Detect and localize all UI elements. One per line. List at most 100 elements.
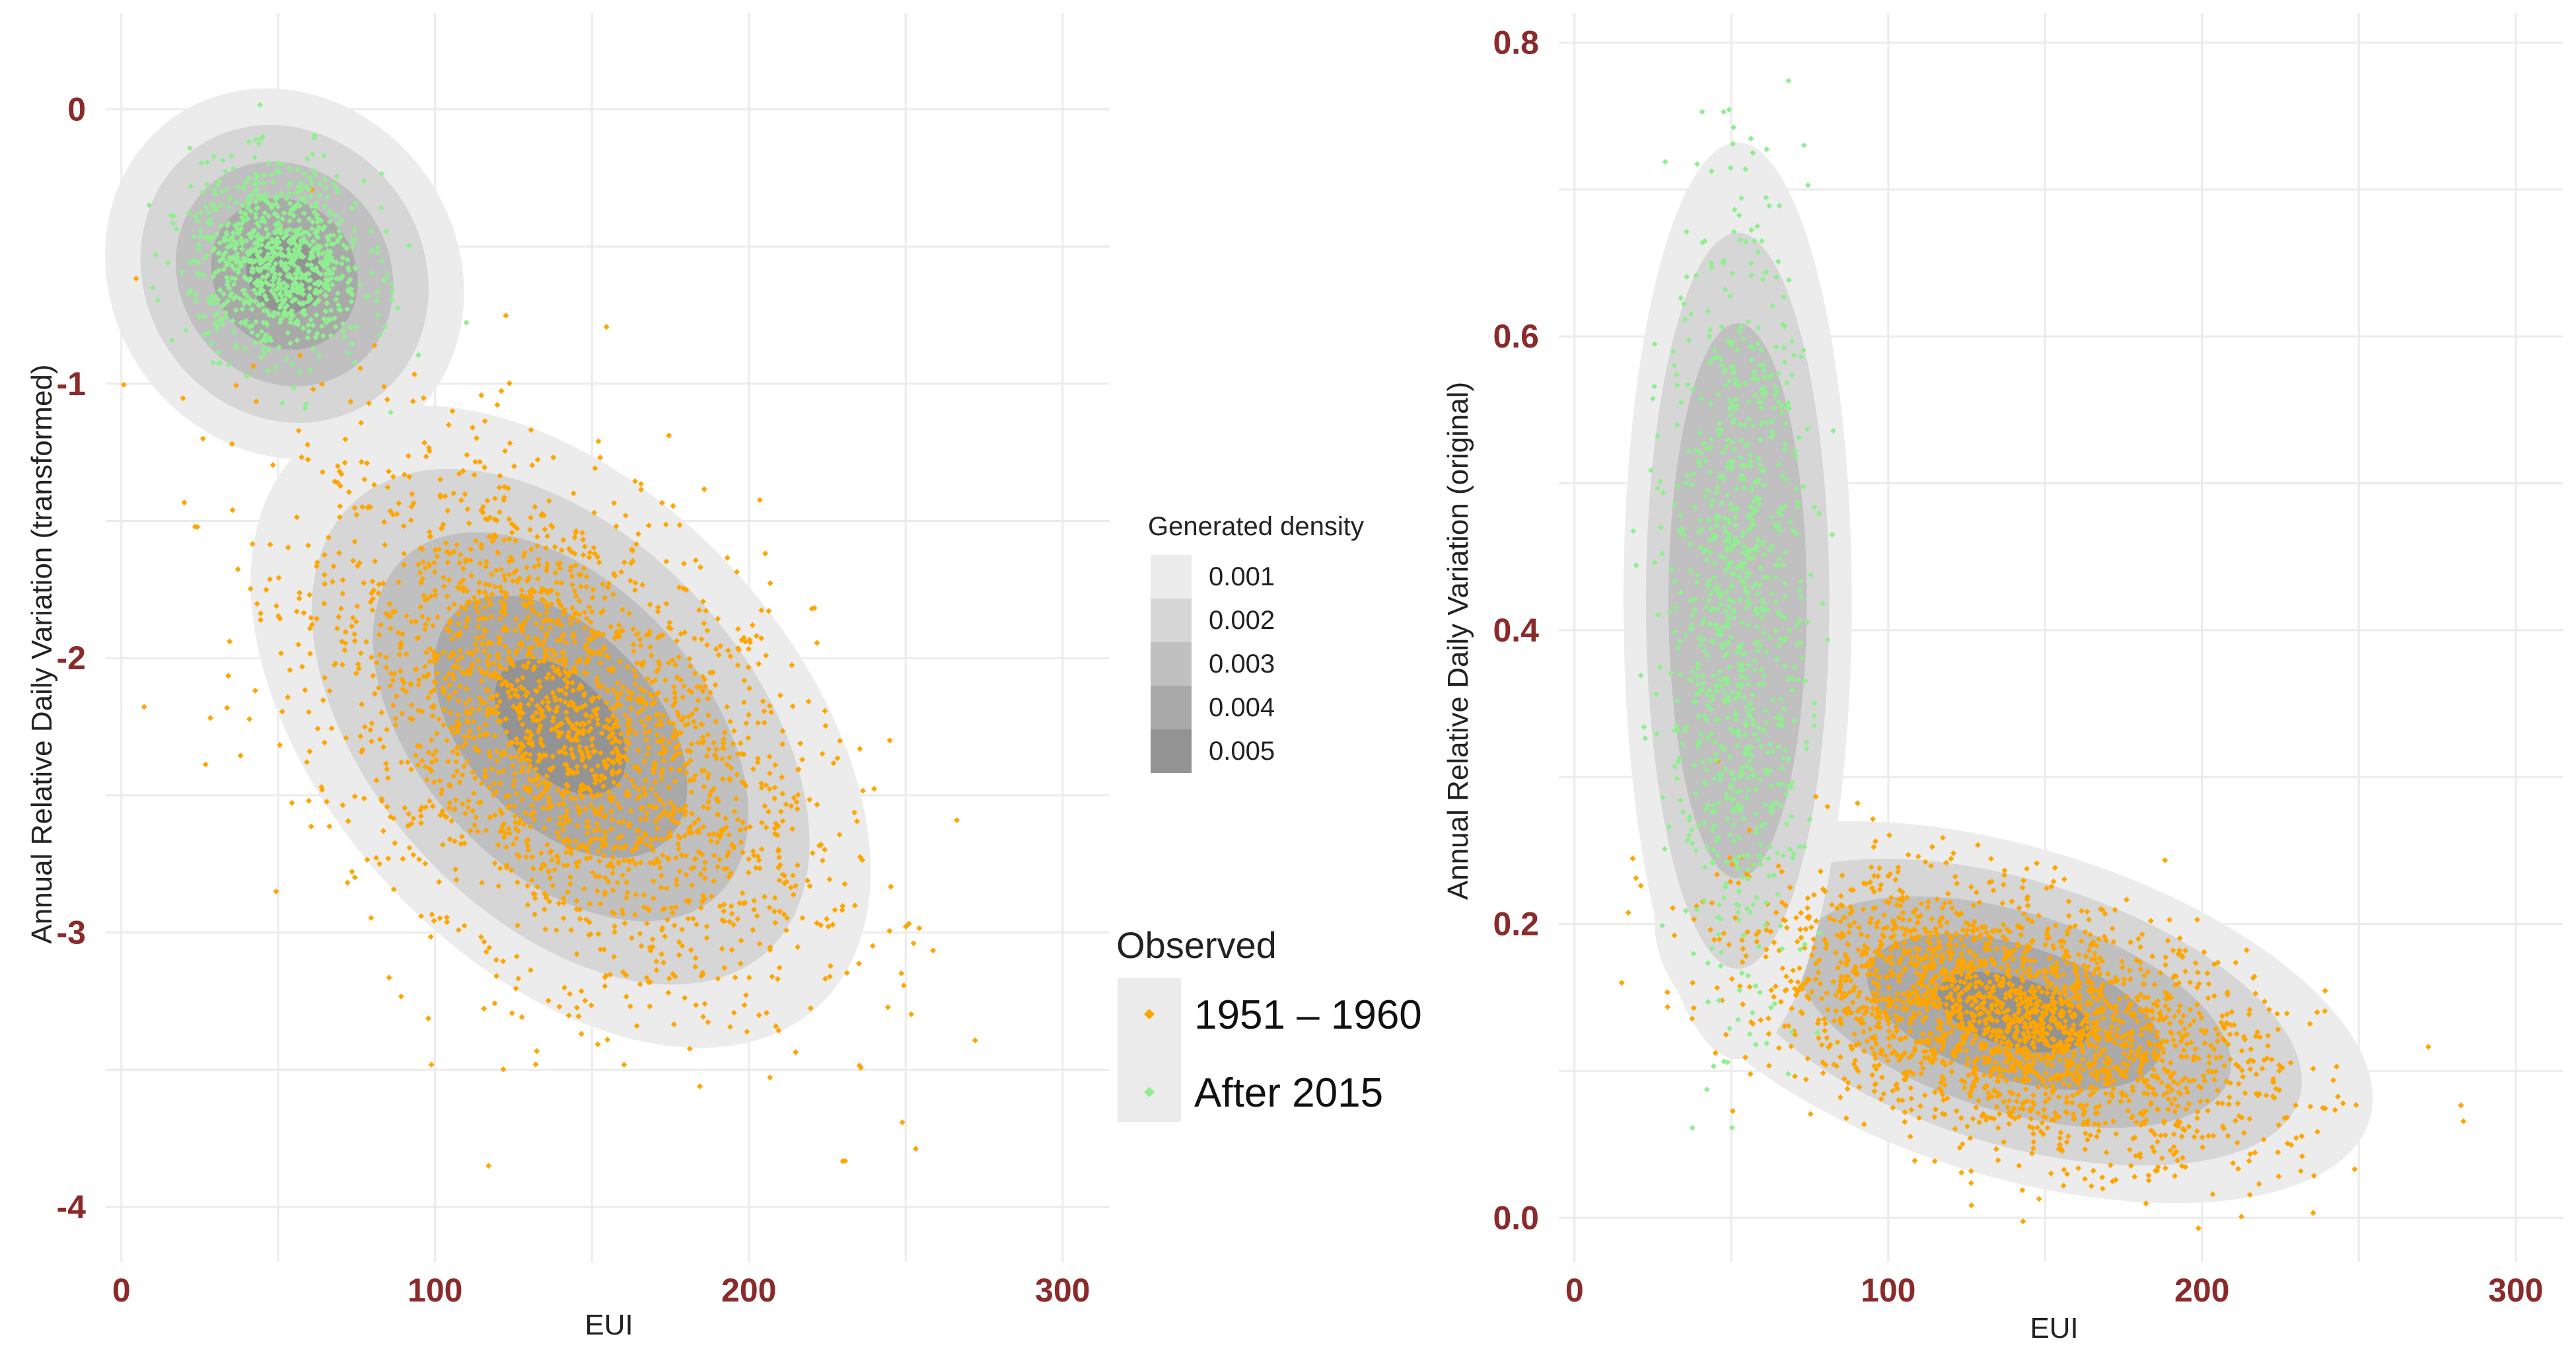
scatter-point	[586, 604, 592, 610]
scatter-point	[523, 854, 530, 860]
scatter-point	[617, 659, 624, 665]
scatter-point	[429, 713, 436, 719]
scatter-point	[506, 536, 513, 542]
scatter-point	[819, 751, 826, 757]
scatter-point	[886, 928, 893, 934]
scatter-point	[1854, 800, 1861, 807]
scatter-point	[428, 737, 435, 743]
scatter-point	[608, 797, 614, 804]
scatter-point	[621, 559, 627, 566]
scatter-point	[390, 677, 396, 683]
scatter-point	[454, 657, 461, 664]
scatter-point	[705, 695, 711, 702]
scatter-point	[699, 969, 706, 976]
scatter-point	[571, 610, 578, 616]
scatter-point	[627, 705, 634, 712]
scatter-point	[555, 834, 562, 840]
scatter-point	[373, 659, 380, 666]
scatter-point	[766, 702, 773, 709]
scatter-point	[763, 652, 769, 659]
scatter-point	[753, 633, 760, 640]
scatter-point	[449, 408, 456, 414]
scatter-point	[638, 486, 645, 493]
scatter-point	[666, 719, 672, 725]
scatter-point	[340, 590, 346, 597]
scatter-point	[851, 809, 858, 816]
scatter-point	[670, 1021, 677, 1027]
scatter-point	[1912, 1157, 1918, 1164]
scatter-point	[573, 951, 580, 957]
scatter-point	[501, 536, 508, 543]
scatter-point	[610, 779, 617, 786]
scatter-point	[540, 752, 547, 758]
scatter-point	[701, 1000, 708, 1007]
scatter-point	[830, 760, 837, 766]
scatter-point	[471, 790, 478, 797]
scatter-point	[678, 677, 684, 684]
scatter-point	[528, 877, 535, 883]
scatter-point	[469, 706, 476, 712]
scatter-point	[596, 858, 603, 864]
scatter-point	[729, 910, 735, 917]
scatter-point	[463, 319, 470, 326]
scatter-point	[380, 828, 386, 834]
scatter-point	[683, 871, 690, 878]
scatter-point	[529, 854, 536, 860]
scatter-point	[556, 821, 563, 827]
scatter-point	[532, 1061, 539, 1068]
scatter-point	[603, 653, 610, 659]
scatter-point	[422, 621, 429, 628]
scatter-point	[602, 889, 608, 896]
scatter-point	[494, 748, 501, 754]
y-tick-label: -1	[57, 365, 86, 402]
scatter-point	[439, 807, 446, 814]
scatter-point	[837, 737, 843, 744]
scatter-point	[549, 857, 555, 863]
scatter-point	[589, 792, 595, 799]
scatter-point	[668, 626, 674, 632]
scatter-point	[510, 703, 517, 710]
scatter-point	[439, 786, 445, 793]
scatter-point	[513, 953, 520, 960]
scatter-point	[555, 665, 561, 672]
scatter-point	[472, 641, 479, 647]
scatter-point	[422, 860, 429, 867]
scatter-point	[458, 497, 464, 503]
scatter-point	[455, 698, 462, 704]
scatter-point	[409, 491, 415, 497]
scatter-point	[406, 811, 412, 817]
scatter-point	[627, 807, 634, 814]
scatter-point	[577, 743, 583, 750]
x-tick-label: 200	[721, 1272, 776, 1309]
scatter-point	[512, 819, 519, 826]
scatter-point	[561, 676, 568, 682]
scatter-point	[568, 746, 575, 752]
scatter-point	[670, 971, 676, 977]
scatter-point	[777, 908, 783, 915]
scatter-point	[555, 749, 562, 755]
scatter-point	[509, 577, 516, 584]
scatter-point	[724, 554, 731, 561]
scatter-point	[469, 808, 476, 815]
scatter-point	[650, 895, 657, 902]
scatter-point	[582, 805, 589, 812]
scatter-point	[620, 872, 626, 879]
scatter-point	[502, 577, 509, 583]
scatter-point	[701, 620, 707, 627]
scatter-point	[460, 468, 466, 474]
scatter-point	[546, 816, 553, 823]
scatter-point	[647, 860, 653, 866]
scatter-point	[419, 613, 425, 620]
scatter-point	[561, 660, 568, 667]
scatter-point	[594, 716, 601, 723]
scatter-point	[637, 860, 644, 866]
scatter-point	[708, 838, 715, 844]
scatter-point	[529, 462, 536, 468]
scatter-point	[536, 612, 543, 618]
scatter-point	[814, 801, 820, 808]
scatter-point	[448, 817, 455, 824]
scatter-point	[695, 816, 701, 823]
scatter-point	[523, 664, 530, 671]
scatter-point	[602, 974, 608, 980]
scatter-point	[453, 877, 460, 883]
